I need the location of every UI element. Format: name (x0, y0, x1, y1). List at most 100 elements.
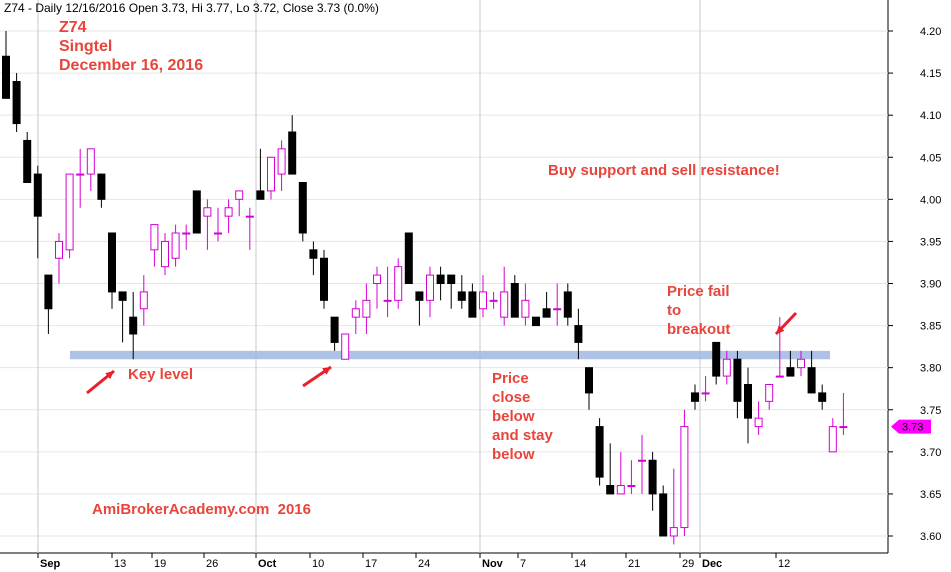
candle (712, 341, 721, 385)
candle-body (563, 291, 572, 318)
candle (786, 350, 795, 377)
candle (330, 316, 339, 351)
candle-body (436, 274, 445, 285)
candle-body (659, 493, 668, 537)
y-tick-label: 3.65 (920, 489, 941, 501)
candle (839, 392, 848, 435)
last-price-label: 3.73 (902, 422, 923, 434)
candle (754, 401, 763, 435)
strategy-annotation: Buy support and sell resistance! (548, 162, 780, 179)
date-annotation: December 16, 2016 (59, 57, 204, 74)
candle (108, 232, 116, 309)
close-below-annotation: Price close below and stay below (492, 370, 553, 463)
candle (86, 148, 95, 191)
candle (267, 156, 275, 200)
candle-body (712, 341, 721, 377)
candle (606, 443, 615, 495)
annotation-arrows (86, 311, 798, 395)
candle (744, 367, 752, 444)
candle-body (256, 190, 265, 200)
candle (468, 283, 477, 318)
candle (797, 350, 805, 377)
candle (532, 316, 540, 327)
y-axis: 4.20 4.15 4.10 4.05 4.00 3.95 3.90 3.85 3.80 3.75… (888, 26, 941, 543)
candle (574, 308, 583, 360)
candle (638, 435, 646, 494)
candle-body (383, 299, 392, 302)
candle (97, 173, 106, 208)
candle-body (267, 156, 275, 192)
candle-body (171, 232, 180, 259)
x-tick-label: 13 (114, 558, 126, 570)
candle-body (797, 358, 805, 369)
arrow-key-level-2-head (322, 367, 331, 375)
candle (214, 207, 222, 242)
candle-body (404, 232, 413, 284)
arrow-price-fail (774, 311, 798, 336)
x-tick-label: 7 (520, 558, 526, 570)
candle-body (606, 485, 615, 495)
x-tick-label: 26 (206, 558, 218, 570)
arrow-price-fail-head (776, 325, 785, 334)
candle (171, 224, 180, 267)
candle-body (214, 232, 222, 235)
x-tick-label: 10 (312, 558, 324, 570)
candle (256, 148, 265, 200)
candle-body (479, 291, 487, 310)
candle (277, 140, 286, 191)
candle-body (330, 316, 339, 343)
y-tick-label: 3.70 (920, 447, 941, 459)
candle-body (828, 426, 837, 453)
candle (648, 451, 657, 511)
y-tick-label: 4.20 (920, 26, 941, 38)
candle-body (320, 257, 328, 301)
chart-grid (0, 0, 889, 554)
candle-body (12, 81, 21, 125)
candle (76, 148, 85, 208)
candle-body (150, 224, 159, 251)
y-tick-label: 4.10 (920, 110, 941, 122)
arrow-key-level-2 (302, 365, 332, 388)
candle (489, 291, 498, 309)
candle-body (733, 358, 742, 402)
candle-body (765, 384, 774, 402)
candle (383, 266, 392, 318)
candle (585, 367, 593, 410)
candle (616, 451, 625, 495)
candle (320, 249, 328, 309)
candle-body (616, 485, 625, 495)
candle-body (426, 274, 434, 301)
candle (139, 275, 148, 326)
candle-body (362, 299, 371, 318)
candle (23, 132, 32, 184)
candle-body (2, 55, 10, 99)
candle (161, 233, 169, 276)
candle-body (574, 325, 583, 343)
candle-body (807, 367, 816, 394)
candle (691, 384, 699, 410)
candle (436, 266, 445, 301)
candle-body (277, 148, 286, 175)
candle (2, 31, 10, 99)
key-level-annotation: Key level (128, 366, 194, 383)
candle (563, 283, 572, 326)
candle (192, 190, 201, 234)
candle (182, 224, 191, 250)
candle (245, 207, 254, 250)
candle-body (415, 291, 424, 301)
candle-body (44, 274, 53, 310)
candle-body (97, 173, 106, 200)
candle-body (648, 459, 657, 495)
candle-body (786, 367, 795, 377)
candle-body (447, 274, 456, 285)
y-tick-label: 4.00 (920, 194, 941, 206)
candle-body (744, 384, 752, 419)
candle (415, 291, 424, 326)
candle (457, 275, 466, 309)
candle-body (203, 207, 212, 217)
x-tick-label: 14 (574, 558, 586, 570)
y-tick-label: 4.15 (920, 68, 941, 80)
x-tick-label: 19 (154, 558, 166, 570)
candle (12, 73, 21, 132)
